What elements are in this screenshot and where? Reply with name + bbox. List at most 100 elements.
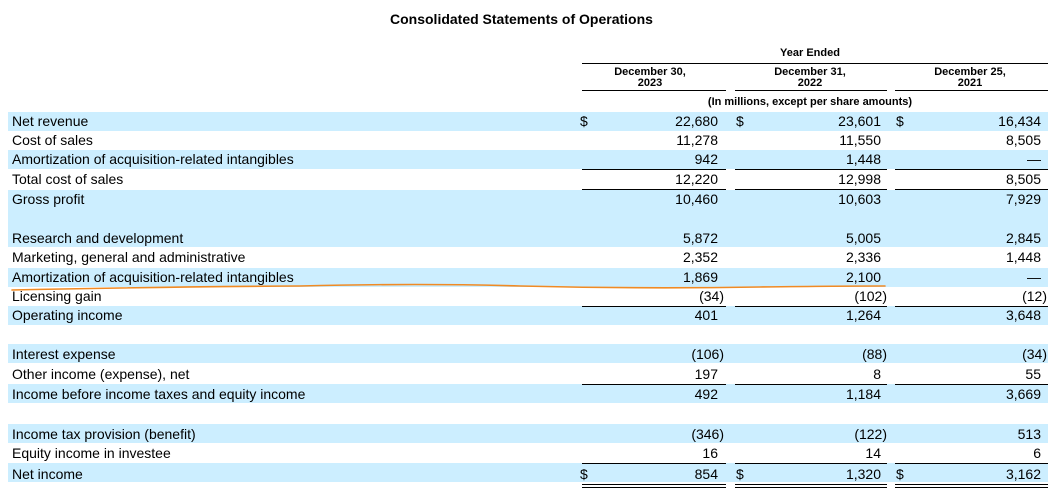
column-header-2022-year: 2022 (797, 77, 823, 89)
value-2023: 5,872 (682, 230, 718, 246)
value-2021: 3,162 (1005, 466, 1041, 482)
column-header-2022: December 31, 2022 (745, 67, 875, 89)
value-2023: 942 (694, 151, 718, 167)
value-2023: 12,220 (675, 171, 718, 187)
value-2021: 3,648 (1005, 307, 1041, 323)
value-2021: (12) (1022, 288, 1047, 304)
row-label: Total cost of sales (12, 171, 124, 187)
row-label: Net income (12, 466, 83, 482)
subtotal-rule (895, 463, 1048, 464)
value-2022: (122) (854, 426, 887, 442)
column-header-2021-date: December 25, (934, 66, 1006, 78)
row-label: Licensing gain (12, 288, 102, 304)
subtotal-rule (735, 169, 887, 170)
subtotal-rule (735, 384, 887, 385)
row-band (8, 424, 1048, 443)
subtotal-rule (895, 169, 1048, 170)
value-2022: 11,550 (839, 132, 881, 148)
value-2022: 8 (873, 366, 881, 382)
subtotal-rule (895, 306, 1048, 307)
value-2022: 5,005 (845, 230, 881, 246)
value-2021: — (1027, 269, 1041, 285)
row-label: Net revenue (12, 113, 89, 129)
value-2023: 2,352 (682, 249, 718, 265)
annotation-stroke (11, 283, 886, 291)
column-header-2023-year: 2023 (637, 77, 663, 89)
row-label: Income before income taxes and equity in… (12, 386, 306, 402)
value-2023: 197 (694, 366, 718, 382)
row-band (8, 228, 1048, 247)
value-2022: 1,448 (845, 151, 881, 167)
value-2022: (88) (862, 346, 887, 362)
subtotal-rule (735, 306, 887, 307)
row-label: Income tax provision (benefit) (12, 426, 196, 442)
column-header-2021: December 25, 2021 (905, 67, 1035, 89)
row-label: Cost of sales (12, 132, 93, 148)
row-label: Interest expense (12, 346, 116, 362)
value-2021: 1,448 (1005, 249, 1041, 265)
value-2023: 492 (694, 386, 718, 402)
value-2021: 16,434 (998, 113, 1041, 129)
subtotal-rule (582, 463, 726, 464)
value-2021: 7,929 (1005, 191, 1041, 207)
currency-symbol: $ (580, 113, 588, 129)
value-2021: 3,669 (1005, 386, 1041, 402)
value-2023: 16 (702, 445, 718, 461)
row-band (8, 112, 1048, 131)
value-2021: 513 (1017, 426, 1041, 442)
row-band (8, 190, 1048, 209)
row-band (8, 463, 1048, 482)
value-2022: 1,320 (845, 466, 881, 482)
row-band (8, 209, 1048, 228)
header-rule-col1 (582, 90, 726, 91)
row-band (8, 344, 1048, 363)
total-double-rule (582, 484, 726, 488)
row-label: Other income (expense), net (12, 366, 190, 382)
subtotal-rule (735, 189, 887, 190)
value-2022: 10,603 (838, 191, 881, 207)
value-2022: 14 (865, 445, 881, 461)
value-2023: 401 (694, 307, 718, 323)
header-rule (582, 63, 1048, 64)
row-label: Research and development (12, 230, 184, 246)
value-2022: 23,601 (838, 113, 881, 129)
subtotal-rule (895, 189, 1048, 190)
column-header-2021-year: 2021 (957, 77, 983, 89)
currency-symbol: $ (896, 466, 904, 482)
row-label: Amortization of acquisition-related inta… (12, 151, 294, 167)
value-2022: 12,998 (838, 171, 881, 187)
value-2021: 8,505 (1005, 132, 1041, 148)
row-label: Amortization of acquisition-related inta… (12, 269, 294, 285)
row-label: Marketing, general and administrative (12, 249, 246, 265)
statement-title: Consolidated Statements of Operations (390, 11, 653, 27)
total-double-rule (735, 484, 887, 488)
value-2022: 1,264 (845, 307, 881, 323)
currency-symbol: $ (580, 466, 588, 482)
subtotal-rule (582, 169, 726, 170)
value-2023: 10,460 (675, 191, 718, 207)
value-2021: 6 (1033, 445, 1041, 461)
total-double-rule (895, 484, 1048, 488)
value-2021: 8,505 (1005, 171, 1041, 187)
units-note: (In millions, except per share amounts) (707, 96, 913, 108)
value-2022: 1,184 (845, 386, 881, 402)
value-2021: (34) (1022, 346, 1047, 362)
header-rule-col3 (895, 90, 1048, 91)
value-2022: 2,100 (845, 269, 881, 285)
currency-symbol: $ (736, 466, 744, 482)
value-2023: 11,278 (676, 132, 718, 148)
subtotal-rule (582, 306, 726, 307)
value-2023: 22,680 (675, 113, 718, 129)
row-label: Gross profit (12, 191, 85, 207)
subtotal-rule (735, 463, 887, 464)
year-ended-header: Year Ended (780, 47, 840, 59)
value-2023: (346) (691, 426, 724, 442)
value-2022: 2,336 (845, 249, 881, 265)
value-2021: 2,845 (1005, 230, 1041, 246)
row-band (8, 268, 1048, 287)
value-2021: — (1027, 151, 1041, 167)
value-2023: (106) (691, 346, 724, 362)
value-2021: 55 (1025, 366, 1041, 382)
column-header-2023-date: December 30, (614, 66, 686, 78)
